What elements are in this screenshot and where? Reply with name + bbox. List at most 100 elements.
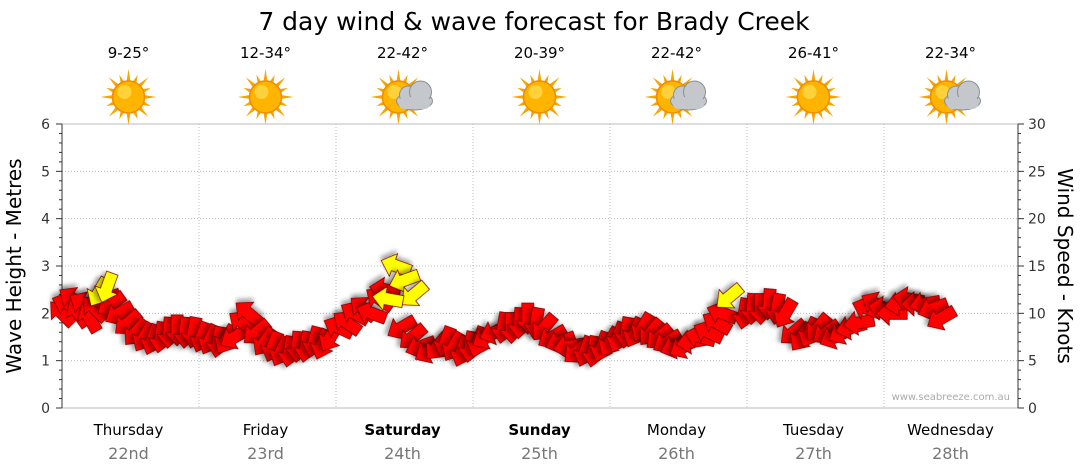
grid-lines (62, 124, 1018, 408)
sun-ray (670, 112, 675, 125)
day-date-label: 28th (932, 444, 969, 463)
cloud-shape (396, 80, 433, 111)
sun-ray (256, 74, 262, 84)
sun-ray (829, 95, 842, 99)
sun-ray (376, 87, 385, 93)
sun-ray (378, 77, 389, 88)
daily-weather-row: 9-25° 12-34° 22-42° 20-39° 22-42° 26-41° 22-34… (100, 44, 981, 125)
sun-ray (119, 110, 125, 120)
sun-ray (537, 69, 542, 82)
right-y-axis: 0 5 10 15 20 25 30 (1017, 117, 1046, 417)
day-temperature: 26-41° (788, 44, 839, 62)
sun-ray (823, 106, 834, 117)
sun-ray (644, 95, 657, 99)
sun-ray (650, 87, 659, 93)
strong-wind-arrow (716, 281, 746, 309)
sun-ray (408, 77, 419, 88)
day-date-label: 23rd (247, 444, 284, 463)
sun-ray (926, 77, 937, 88)
sun-ray (100, 95, 113, 99)
chart-title: 7 day wind & wave forecast for Brady Cre… (258, 7, 810, 36)
sun-ray (275, 106, 286, 117)
sun-ray (918, 95, 931, 99)
right-tick-label: 5 (1028, 354, 1037, 370)
left-tick-label: 4 (41, 212, 50, 228)
sunny-icon (785, 69, 842, 125)
day-name-label: Friday (243, 421, 289, 439)
sun-highlight (935, 85, 950, 99)
right-tick-label: 30 (1028, 117, 1046, 133)
sun-ray (944, 112, 949, 125)
day-date-label: 26th (658, 444, 695, 463)
sunny-icon (511, 69, 568, 125)
sun-ray (402, 74, 408, 84)
sun-ray (530, 74, 536, 84)
left-tick-label: 0 (41, 401, 50, 417)
sun-ray (924, 87, 933, 93)
sun-ray (132, 110, 138, 120)
sun-ray (652, 106, 663, 117)
day-name-label: Sunday (508, 421, 571, 439)
sunny-icon (237, 69, 294, 125)
sun-ray (555, 95, 568, 99)
partly-cloudy-icon (370, 69, 433, 125)
right-axis-title: Wind Speed - Knots (1053, 168, 1077, 364)
left-tick-label: 1 (41, 354, 50, 370)
day-labels: Thursday 22nd Friday 23rd Saturday 24th Sunday… (93, 421, 994, 463)
sun-ray (256, 110, 262, 120)
sun-ray (793, 77, 804, 88)
sun-ray (263, 112, 268, 125)
day-date-label: 24th (384, 444, 421, 463)
day-temperature: 9-25° (108, 44, 150, 62)
strong-wind-arrow (94, 270, 119, 303)
sun-ray (132, 74, 138, 84)
sun-ray (269, 74, 275, 84)
wind-arrow (235, 301, 265, 329)
sun-ray (670, 69, 675, 82)
sun-ray (793, 106, 804, 117)
sun-ray (243, 87, 252, 93)
sun-ray (279, 87, 288, 93)
sun-ray (650, 101, 659, 107)
strong-wind-arrow (371, 285, 405, 312)
sun-ray (944, 69, 949, 82)
sun-ray (389, 74, 395, 84)
sun-ray (376, 101, 385, 107)
sun-ray (937, 74, 943, 84)
sun-ray (142, 101, 151, 107)
sun-ray (396, 112, 401, 125)
sun-ray (517, 101, 526, 107)
partly-cloudy-icon (644, 69, 707, 125)
day-name-label: Thursday (93, 421, 164, 439)
sun-ray (126, 69, 131, 82)
day-name-label: Monday (647, 421, 706, 439)
sun-ray (517, 87, 526, 93)
sun-ray (827, 87, 836, 93)
sun-ray (106, 101, 115, 107)
sun-ray (791, 87, 800, 93)
sun-ray (142, 87, 151, 93)
sun-highlight (802, 85, 817, 99)
watermark: www.seabreeze.com.au (892, 392, 1010, 403)
sun-ray (785, 95, 798, 99)
right-tick-label: 0 (1028, 401, 1037, 417)
sun-ray (950, 110, 956, 120)
sun-ray (237, 95, 250, 99)
sun-ray (553, 87, 562, 93)
wind-arrow (333, 310, 364, 337)
sun-ray (663, 74, 669, 84)
wind-arrows (50, 252, 959, 368)
wind-arrow (356, 300, 389, 325)
left-tick-label: 5 (41, 164, 50, 180)
sun-ray (811, 112, 816, 125)
day-date-label: 27th (795, 444, 832, 463)
sun-ray (549, 106, 560, 117)
day-temperature: 22-42° (377, 44, 428, 62)
sun-ray (823, 77, 834, 88)
sun-ray (519, 106, 530, 117)
sun-ray (652, 77, 663, 88)
sun-ray (138, 106, 149, 117)
sun-ray (106, 87, 115, 93)
sun-highlight (387, 85, 402, 99)
sun-ray (817, 110, 823, 120)
